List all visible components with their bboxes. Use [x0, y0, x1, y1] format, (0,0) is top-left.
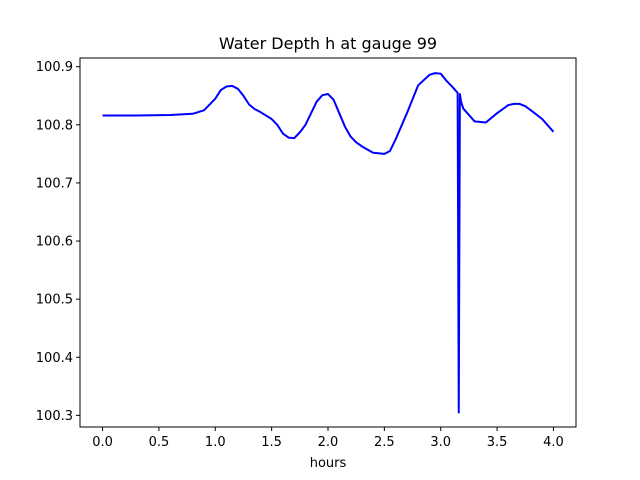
x-tick-label: 3.0: [430, 435, 451, 450]
x-tick-label: 4.0: [543, 435, 564, 450]
y-tick-label: 100.8: [36, 118, 73, 133]
series-group: [102, 72, 555, 414]
x-axis: 0.0 0.5 1.0 1.5 2.0 2.5 3.0 3.5 4.0: [92, 427, 564, 450]
y-tick-label: 100.6: [36, 235, 73, 250]
x-tick-label: 1.5: [261, 435, 282, 450]
x-tick-label: 1.0: [205, 435, 226, 450]
plot-background: [80, 58, 576, 427]
x-tick-label: 3.5: [487, 435, 508, 450]
y-tick-label: 100.3: [36, 409, 73, 424]
x-tick-label: 2.5: [374, 435, 395, 450]
y-tick-label: 100.4: [36, 351, 73, 366]
y-tick-label: 100.5: [36, 293, 73, 308]
x-axis-label: hours: [310, 456, 347, 471]
plot-area: [79, 57, 577, 428]
x-tick-label: 0.0: [92, 435, 113, 450]
series-line-0: [102, 72, 555, 414]
x-tick-label: 0.5: [149, 435, 170, 450]
chart-title: Water Depth h at gauge 99: [219, 34, 437, 53]
y-axis: 100.3 100.4 100.5 100.6 100.7 100.8 100.9: [36, 60, 80, 424]
y-tick-label: 100.7: [36, 176, 73, 191]
x-tick-label: 2.0: [318, 435, 339, 450]
y-tick-label: 100.9: [36, 60, 73, 75]
